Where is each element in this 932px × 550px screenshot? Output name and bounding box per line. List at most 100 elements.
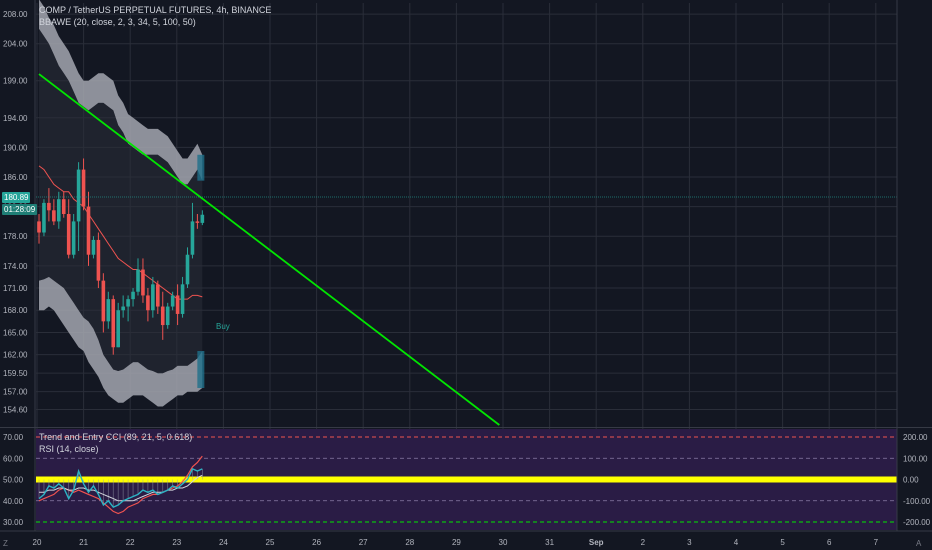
time-axis-label: 7	[874, 538, 879, 547]
candle-body	[71, 221, 76, 255]
symbol-title: COMP / TetherUS PERPETUAL FUTURES, 4h, B…	[39, 5, 272, 15]
candle-body	[185, 254, 190, 285]
price-axis-label: 199.00	[3, 77, 28, 86]
outer-lower-band	[39, 276, 203, 407]
buy-signal-label: Buy	[216, 322, 230, 331]
price-axis-label: 157.00	[3, 388, 28, 397]
candle-body	[81, 169, 86, 207]
price-axis-label: 190.00	[3, 143, 28, 152]
indicator-label[interactable]: BBAWE (20, close, 2, 3, 34, 5, 100, 50)	[39, 17, 196, 27]
price-axis-label: 208.00	[3, 10, 28, 19]
cci-axis-label: 200.00	[903, 433, 928, 442]
rsi-axis-label: 60.00	[3, 454, 24, 463]
candle-body	[195, 221, 200, 223]
price-axis-label: 186.00	[3, 173, 28, 182]
candle-body	[126, 299, 130, 307]
time-axis-label: 2	[641, 538, 646, 547]
last-price-tag: 180.89	[2, 192, 31, 203]
candle-body	[111, 299, 116, 348]
lower-band-edge	[197, 350, 205, 388]
time-axis-label: 26	[312, 538, 321, 547]
rsi-axis-label: 70.00	[3, 433, 24, 442]
price-axis-label: 165.00	[3, 328, 28, 337]
time-axis-label: 21	[79, 538, 88, 547]
time-axis-label: 25	[266, 538, 275, 547]
rsi-ma-line	[39, 474, 203, 502]
candle-body	[76, 169, 81, 222]
lower-pane	[36, 436, 897, 523]
candle-body	[200, 214, 205, 223]
price-axis-label: 154.60	[3, 405, 28, 414]
candle-body	[86, 206, 91, 255]
time-axis-label: 6	[827, 538, 832, 547]
time-axis-label: 3	[687, 538, 692, 547]
countdown-tag: 01:28:09	[2, 204, 38, 215]
candle-body	[141, 269, 145, 296]
candle-body	[160, 306, 165, 326]
cci-indicator-label[interactable]: Trend and Entry CCI (89, 21, 5, 0.618)	[39, 432, 193, 442]
time-axis-label: 31	[545, 538, 554, 547]
candle-body	[61, 199, 66, 214]
candle-body	[101, 280, 106, 322]
candle-body	[180, 284, 185, 314]
rsi-line	[38, 467, 203, 508]
time-axis-label: 5	[780, 538, 785, 547]
candle-body	[116, 310, 120, 348]
time-axis-label: 30	[499, 538, 508, 547]
price-axis-label: 171.00	[3, 284, 28, 293]
candle-body	[37, 221, 41, 233]
candle-body	[146, 295, 150, 311]
cci-axis-label: 100.00	[903, 454, 928, 463]
candle-body	[136, 269, 140, 292]
trendline-segment[interactable]	[38, 73, 500, 426]
price-axis-label: 194.00	[3, 114, 28, 123]
trendline[interactable]	[38, 73, 500, 426]
rsi-axis-label: 30.00	[3, 518, 24, 527]
candle-body	[66, 214, 71, 255]
rsi-axis-label: 40.00	[3, 497, 24, 506]
candle-body	[190, 221, 195, 255]
price-axis-label: 162.00	[3, 351, 28, 360]
time-axis-label: 23	[172, 538, 181, 547]
candle-body	[57, 199, 61, 222]
candles	[37, 158, 205, 355]
price-axis-label: 174.00	[3, 262, 28, 271]
time-axis-label: 27	[359, 538, 368, 547]
auto-scale-icon[interactable]: A	[916, 539, 922, 548]
cci-axis-label: -100.00	[903, 497, 931, 506]
time-axis-label: 28	[405, 538, 414, 547]
candle-body	[175, 295, 180, 314]
time-axis-label: 20	[33, 538, 42, 547]
candle-body	[156, 284, 160, 307]
cci-axis-label: -200.00	[903, 518, 931, 527]
bb-basis-line	[38, 165, 203, 300]
candle-body	[165, 306, 170, 326]
bbawe-band	[38, 0, 205, 407]
upper-band-edge	[197, 154, 205, 181]
candle-body	[52, 210, 56, 222]
candle-body	[106, 299, 111, 322]
time-axis-label: 22	[126, 538, 135, 547]
time-axis-label: 4	[734, 538, 739, 547]
candle-body	[151, 284, 155, 311]
candle-body	[91, 239, 96, 255]
price-axis-label: 178.00	[3, 232, 28, 241]
rsi-axis-label: 50.00	[3, 476, 24, 485]
candle-body	[131, 291, 135, 300]
time-axis-label: 24	[219, 538, 228, 547]
candle-body	[170, 295, 175, 307]
candle-body	[42, 202, 46, 233]
price-axis-label: 168.00	[3, 306, 28, 315]
rsi-indicator-label[interactable]: RSI (14, close)	[39, 444, 99, 454]
candle-body	[96, 239, 101, 281]
cci-axis-label: 0.00	[903, 476, 919, 485]
candle-body	[47, 202, 51, 211]
price-axis-label: 159.50	[3, 369, 28, 378]
time-axis-label: Sep	[589, 538, 604, 547]
timezone-icon[interactable]: Z	[3, 539, 8, 548]
price-axis-label: 204.00	[3, 40, 28, 49]
outer-upper-band	[39, 0, 203, 185]
time-axis-label: 29	[452, 538, 461, 547]
